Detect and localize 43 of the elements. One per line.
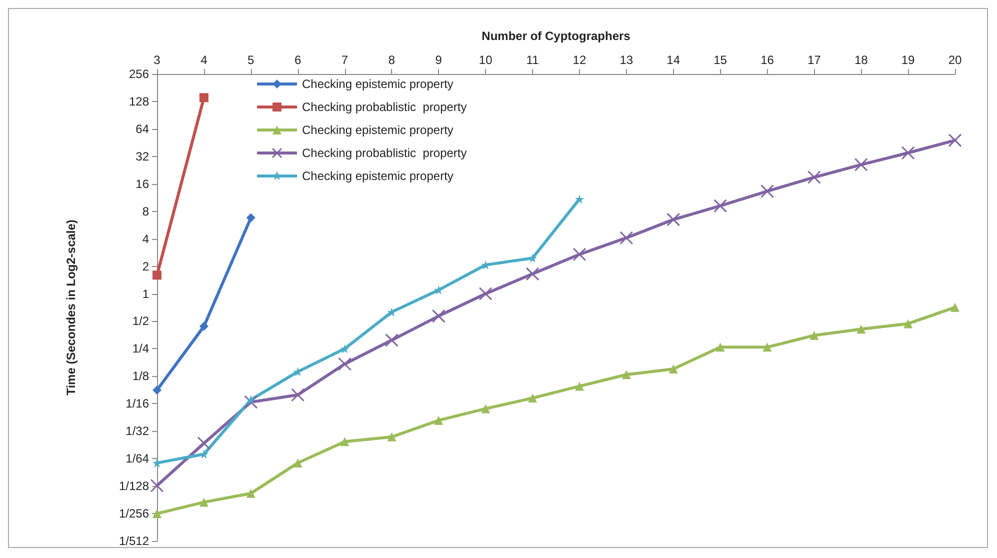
y-tick-label: 1/2 bbox=[132, 314, 150, 328]
y-tick-label: 1 bbox=[142, 286, 150, 301]
y-tick-label: 4 bbox=[142, 232, 150, 246]
legend-label: Checking epistemic property bbox=[302, 123, 454, 137]
x-tick-label: 16 bbox=[760, 53, 774, 67]
y-tick-label: 1/64 bbox=[126, 452, 150, 466]
x-tick-label: 15 bbox=[714, 53, 728, 67]
y-tick-label: 1/16 bbox=[126, 396, 150, 411]
x-tick-label: 5 bbox=[248, 53, 255, 67]
x-tick-label: 4 bbox=[200, 53, 208, 67]
x-tick-label: 8 bbox=[388, 53, 396, 67]
x-tick-label: 13 bbox=[620, 53, 634, 67]
x-axis-title: Number of Cyptographers bbox=[482, 29, 631, 43]
x-tick-label: 3 bbox=[154, 53, 161, 67]
y-tick-label: 1/4 bbox=[132, 342, 150, 356]
x-tick-label: 18 bbox=[854, 53, 868, 67]
y-tick-label: 2 bbox=[142, 259, 150, 274]
y-axis-title: Time (Secondes in Log2-scale) bbox=[64, 220, 78, 396]
y-tick-label: 64 bbox=[136, 122, 150, 136]
x-tick-label: 17 bbox=[807, 53, 822, 67]
x-tick-label: 9 bbox=[435, 53, 442, 67]
y-tick-label: 128 bbox=[128, 94, 150, 108]
x-tick-label: 7 bbox=[341, 53, 348, 67]
y-tick-label: 256 bbox=[128, 67, 150, 81]
y-tick-label: 1/8 bbox=[132, 369, 150, 384]
x-tick-label: 11 bbox=[526, 53, 540, 67]
y-tick-label: 1/32 bbox=[126, 424, 150, 438]
y-tick-label: 1/512 bbox=[118, 534, 150, 548]
x-tick-label: 10 bbox=[478, 53, 493, 67]
x-tick-label: 20 bbox=[948, 53, 962, 67]
legend-label: Checking epistemic property bbox=[302, 169, 454, 183]
x-tick-label: 14 bbox=[666, 53, 680, 67]
y-tick-label: 16 bbox=[136, 176, 150, 191]
y-tick-label: 8 bbox=[142, 204, 150, 218]
legend-label: Checking epistemic property bbox=[302, 77, 454, 91]
y-tick-label: 1/128 bbox=[118, 479, 150, 494]
x-tick-label: 6 bbox=[294, 53, 302, 67]
legend-label: Checking probablistic property bbox=[302, 146, 467, 160]
x-tick-label: 12 bbox=[572, 53, 586, 67]
legend-label: Checking probablistic property bbox=[302, 100, 467, 114]
y-tick-label: 32 bbox=[136, 149, 150, 164]
x-tick-label: 19 bbox=[901, 53, 916, 67]
y-tick-label: 1/256 bbox=[118, 506, 150, 521]
